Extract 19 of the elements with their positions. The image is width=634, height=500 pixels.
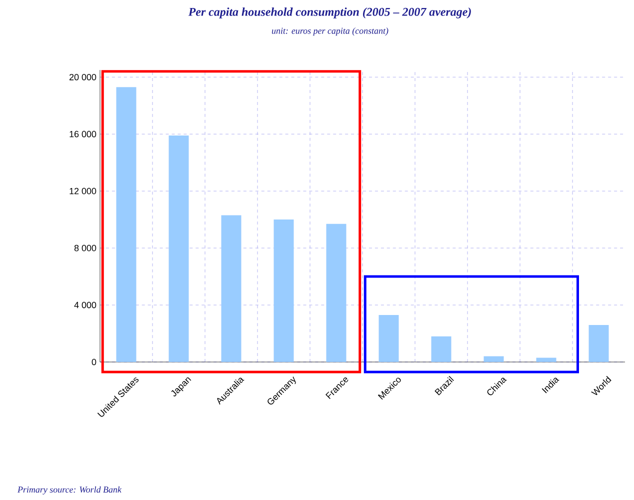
bar [431, 336, 452, 362]
bar [274, 220, 294, 362]
bar [484, 356, 504, 362]
chart-title: Per capita household consumption (2005 – 2007 average) [188, 8, 471, 18]
y-tick-label: 0 [92, 358, 96, 366]
bar [378, 314, 399, 362]
chart-subtitle: unit: euros per capita (constant) [272, 28, 388, 36]
y-tick-label: 12 000 [70, 188, 96, 194]
bar [221, 215, 242, 362]
text: Primary source: World Bank [17, 486, 122, 494]
y-tick-label: 4 000 [74, 302, 96, 308]
y-tick-label: 8 000 [74, 244, 96, 252]
bar [536, 358, 556, 362]
bar [326, 224, 346, 362]
y-tick-label: 20 000 [70, 74, 96, 80]
bar [168, 136, 189, 362]
y-tick-label: 16 000 [70, 130, 96, 138]
bar [588, 324, 609, 362]
bar [116, 87, 136, 362]
